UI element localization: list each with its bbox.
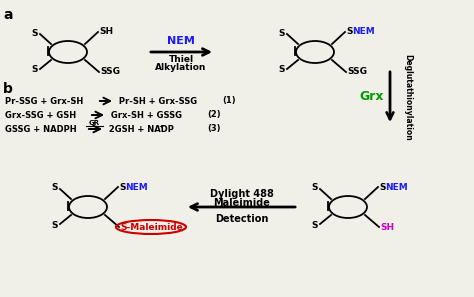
Text: Alkylation: Alkylation [155,62,207,72]
Text: S: S [31,66,38,75]
Text: Deglutathionylation: Deglutathionylation [403,54,412,140]
Text: S: S [52,220,58,230]
Text: Dylight 488: Dylight 488 [210,189,274,199]
Text: S: S [311,220,318,230]
Text: NEM: NEM [167,36,195,46]
Text: S: S [379,182,385,192]
Text: S: S [279,66,285,75]
Text: S: S [279,29,285,37]
Text: (3): (3) [207,124,220,133]
Text: SSG: SSG [347,67,367,77]
Text: a: a [3,8,12,22]
Text: Maleimide: Maleimide [214,198,271,208]
Text: 2GSH + NADP: 2GSH + NADP [106,124,174,133]
Text: b: b [3,82,13,96]
Text: S: S [311,184,318,192]
Text: GR: GR [89,120,100,126]
Text: S-Maleimide: S-Maleimide [120,222,183,231]
Text: NEM: NEM [352,28,375,37]
Text: SSG: SSG [100,67,120,77]
Text: SH: SH [99,28,113,37]
Text: S: S [119,182,126,192]
Text: (2): (2) [207,110,220,119]
Text: S: S [346,28,353,37]
Text: S: S [31,29,38,37]
Text: Detection: Detection [215,214,269,224]
Text: Thiel: Thiel [168,55,193,64]
Text: S: S [52,184,58,192]
Text: (1): (1) [222,97,236,105]
Text: NEM: NEM [125,182,148,192]
Text: NEM: NEM [385,182,408,192]
Text: Grx: Grx [360,91,384,103]
Text: Grx-SSG + GSH: Grx-SSG + GSH [5,110,79,119]
Text: +: + [158,124,163,129]
Text: Pr-SSG + Grx-SH: Pr-SSG + Grx-SH [5,97,86,105]
Text: SH: SH [380,222,394,231]
Text: Grx-SH + GSSG: Grx-SH + GSSG [108,110,182,119]
Text: GSSG + NADPH: GSSG + NADPH [5,124,80,133]
Text: Pr-SH + Grx-SSG: Pr-SH + Grx-SSG [116,97,197,105]
